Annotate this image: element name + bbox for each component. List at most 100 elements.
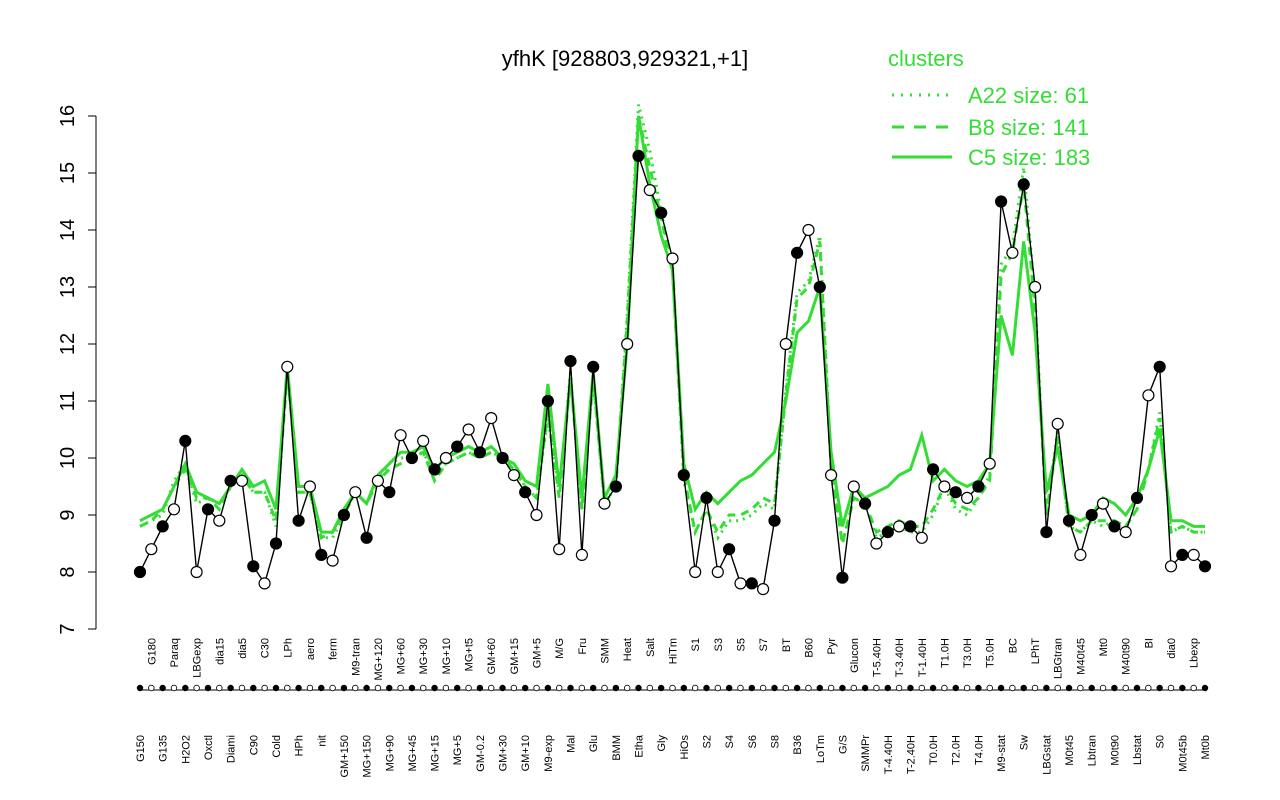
data-point [734,577,747,590]
x-tick-label: T2.0H [951,735,963,765]
x-tick-marker [941,684,948,692]
x-tick-marker [646,684,654,692]
x-tick-label: T-5.40H [871,638,883,677]
data-point [564,355,577,368]
x-tick-marker [567,684,574,692]
x-tick-label: GM+10 [520,735,532,771]
x-tick-marker [182,684,189,692]
x-tick-label: M9-exp [543,735,555,772]
data-point [405,451,418,465]
x-tick-marker [1133,684,1141,692]
x-tick-label: B36 [792,735,804,755]
x-tick-label: Lbstat [1132,735,1144,765]
x-tick-label: MG+150 [362,735,374,778]
data-point [224,474,237,487]
x-tick-marker [873,684,880,692]
x-tick-label: Sw [1019,735,1031,750]
x-tick-label: Cold [271,735,283,758]
x-tick-marker [352,684,359,692]
x-tick-label: T-1.40H [917,638,929,677]
x-tick-label: HPh [294,735,306,756]
x-tick-marker [193,684,200,692]
x-tick-label: ferm [328,638,340,660]
x-tick-label: B60 [804,638,816,658]
data-point [609,480,623,493]
y-tick-label: 14 [57,219,79,241]
x-tick-marker [975,684,982,692]
x-tick-marker [1099,684,1107,692]
data-point [326,554,339,567]
x-tick-marker [556,684,563,692]
x-tick-marker [1077,684,1084,692]
x-tick-marker [533,684,540,692]
data-point [439,451,452,465]
x-tick-marker [861,684,869,692]
x-tick-marker [782,684,789,692]
x-tick-marker [657,684,665,692]
data-point [858,497,872,510]
x-tick-label: MG+t5 [464,638,476,671]
data-point [213,514,226,527]
x-tick-marker [318,684,325,692]
x-tick-marker [907,684,914,692]
data-point [779,337,792,351]
data-point [269,537,283,550]
x-tick-label: dia15 [214,638,226,665]
x-tick-marker [454,684,461,692]
x-tick-label: MG+90 [384,735,396,771]
x-tick-label: T-2.40H [905,735,917,774]
x-tick-label: S0 [1155,735,1167,748]
x-tick-marker [816,684,823,692]
data-point [281,360,294,373]
x-tick-marker [442,684,450,692]
x-tick-marker [465,684,472,692]
data-point [790,246,804,259]
x-tick-marker [488,684,495,692]
x-tick-marker [238,684,246,692]
x-tick-label: Gly [656,735,668,752]
y-tick-label: 13 [57,276,79,298]
x-tick-marker [1065,684,1073,692]
x-tick-label: M/G [554,638,566,659]
x-tick-label: Fru [577,638,589,655]
data-point [892,520,906,533]
x-tick-marker [306,684,314,692]
x-tick-marker [397,684,404,692]
data-point [235,474,249,487]
x-tick-marker [793,684,801,692]
data-point [643,184,656,197]
x-tick-marker [476,684,484,692]
x-tick-label: Diami [226,735,238,763]
x-tick-label: T3.0H [962,638,974,668]
x-tick-label: G/S [837,735,849,754]
x-tick-label: MG+45 [407,735,419,771]
data-point [462,423,475,436]
x-tick-marker [431,684,438,692]
x-tick-marker [227,684,234,692]
data-point [983,457,996,470]
x-tick-marker [805,684,812,692]
data-point [847,480,860,493]
x-tick-label: C90 [248,735,260,755]
data-point [677,469,690,482]
data-point [201,503,215,516]
x-tick-label: M0t90 [1109,735,1121,766]
x-tick-label: Paraq [169,638,181,667]
data-point [960,491,974,504]
x-tick-marker [691,684,699,692]
x-tick-label: G180 [146,638,158,665]
x-tick-marker [408,684,416,692]
data-point [711,565,724,579]
x-tick-label: M40t90 [1121,638,1133,675]
x-tick-label: S5 [736,638,748,651]
x-tick-label: M9-tran [350,638,362,676]
x-tick-marker [1009,684,1016,692]
data-point [802,223,815,237]
x-tick-label: T5.0H [985,638,997,668]
x-tick-label: Salt [645,638,657,657]
x-tick-label: GM+60 [486,638,498,674]
x-tick-label: MG+120 [373,638,385,681]
y-axis: 7 8 9 10 11 12 13 14 15 16 [57,105,96,635]
x-tick-marker [986,684,993,692]
